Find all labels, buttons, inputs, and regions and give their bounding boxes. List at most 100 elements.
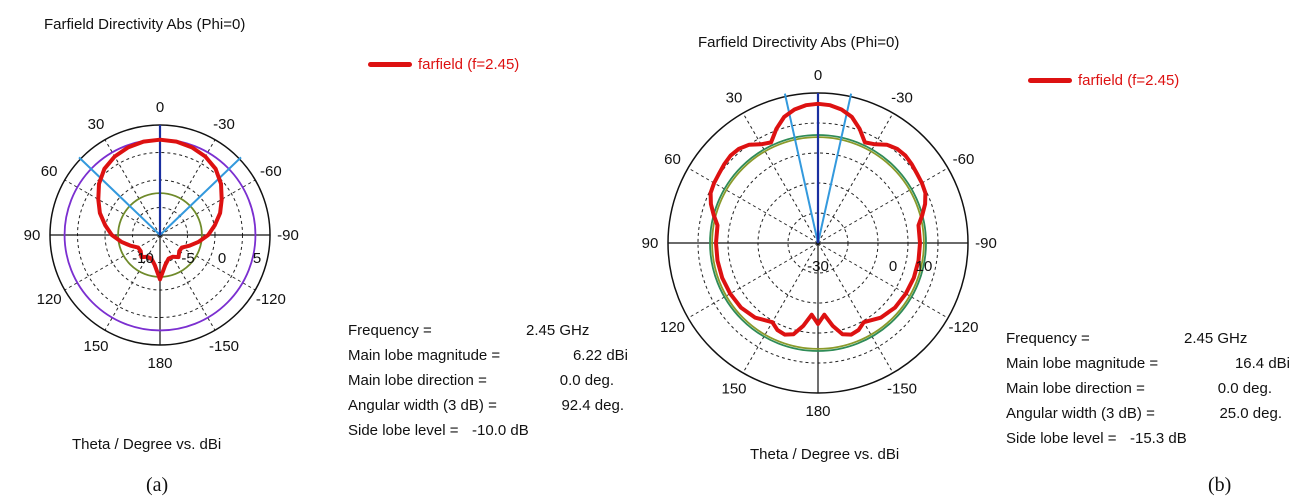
info-value: 16.4 dBi [1234,355,1290,372]
polar-plot: 0 -30 -60 -90 -120 -150 180 150 120 90 60 30 -30 0 10 [642,67,997,420]
grid-spoke [742,112,819,244]
grid-spoke [159,179,256,236]
figure-caption: (b) [1208,474,1232,496]
angle-tick-label: 90 [642,235,659,252]
grid-spoke [104,139,161,236]
grid-spoke [64,179,161,236]
angle-tick-label: -60 [953,151,975,168]
angle-tick-label: 150 [721,380,746,397]
radial-tick-label: 0 [889,258,897,275]
info-value: -10.0 dB [472,422,529,439]
grid-spoke [64,234,161,291]
beamwidth-line [783,93,819,244]
grid-spoke [687,242,819,319]
grid-spoke [742,242,819,374]
series-line [708,101,928,337]
beamwidth-line [159,156,242,236]
chart-panel-a: Farfield Directivity Abs (Phi=0) farfiel… [24,16,628,496]
x-axis-label: Theta / Degree vs. dBi [72,436,222,453]
info-value: 0.0 deg. [559,372,614,389]
angle-tick-label: 120 [37,291,62,308]
info-value: 25.0 deg. [1219,405,1282,422]
angle-tick-label: 150 [83,338,108,355]
angle-tick-label: 60 [41,163,58,180]
grid-spoke [817,167,949,244]
angle-tick-label: -90 [975,235,997,252]
info-row-main-lobe-direction: Main lobe direction = 0.0 deg. [348,368,628,393]
angle-tick-label: 90 [24,227,41,244]
angle-tick-label: 120 [660,319,685,336]
radial-tick-label: -30 [807,258,829,275]
info-row-angular-width: Angular width (3 dB) = 25.0 deg. [1006,401,1290,426]
info-value: 0.0 deg. [1217,380,1272,397]
angle-tick-label: 180 [805,403,830,420]
beamwidth-line [817,93,853,244]
polar-plot: 0 -30 -60 -90 -120 -150 180 150 120 90 60 30 -10 -5 0 5 [24,99,299,372]
beamwidth-line [78,156,161,236]
info-label: Angular width (3 dB) = [348,397,497,414]
info-row-frequency: Frequency = 2.45 GHz [1006,326,1290,351]
angle-tick-label: -60 [260,163,282,180]
info-row-angular-width: Angular width (3 dB) = 92.4 deg. [348,393,628,418]
info-value: 6.22 dBi [572,347,628,364]
radial-tick-label: 10 [916,258,933,275]
info-box: Frequency = 2.45 GHz Main lobe magnitude… [348,318,628,443]
angle-tick-label: -90 [277,227,299,244]
radial-tick-label: 5 [253,250,261,267]
angle-tick-label: -30 [213,116,235,133]
grid-spoke [817,112,894,244]
info-row-main-lobe-direction: Main lobe direction = 0.0 deg. [1006,376,1290,401]
chart-title: Farfield Directivity Abs (Phi=0) [698,34,900,51]
angle-tick-label: -30 [891,90,913,107]
info-row-side-lobe-level: Side lobe level = -15.3 dB [1006,426,1290,451]
legend-label: farfield (f=2.45) [418,56,520,73]
angle-tick-label: -150 [209,338,239,355]
legend: farfield (f=2.45) [1028,72,1179,89]
info-box: Frequency = 2.45 GHz Main lobe magnitude… [1006,326,1290,451]
grid-spoke [104,234,161,331]
legend: farfield (f=2.45) [368,56,519,73]
grid-spoke [817,242,894,374]
info-row-main-lobe-magnitude: Main lobe magnitude = 16.4 dBi [1006,351,1290,376]
info-label: Main lobe direction = [348,372,487,389]
info-label: Side lobe level = [1006,430,1117,447]
angle-tick-label: -120 [256,291,286,308]
legend-swatch [1028,78,1072,83]
info-value: 2.45 GHz [1184,330,1248,347]
info-row-side-lobe-level: Side lobe level = -10.0 dB [348,418,628,443]
x-axis-label: Theta / Degree vs. dBi [750,446,900,463]
angle-tick-label: 0 [156,99,164,116]
angle-tick-label: -120 [948,319,978,336]
angle-tick-label: 0 [814,67,822,84]
grid-spoke [817,242,949,319]
info-label: Main lobe direction = [1006,380,1145,397]
figure-caption: (a) [146,474,169,496]
info-label: Frequency = [1006,330,1090,347]
grid-spoke [687,167,819,244]
angle-tick-label: 30 [726,90,743,107]
info-label: Side lobe level = [348,422,459,439]
info-label: Frequency = [348,322,432,339]
chart-title: Farfield Directivity Abs (Phi=0) [44,16,246,33]
grid-spoke [159,234,256,291]
angle-tick-label: 180 [147,355,172,372]
info-row-main-lobe-magnitude: Main lobe magnitude = 6.22 dBi [348,343,628,368]
info-label: Angular width (3 dB) = [1006,405,1155,422]
info-label: Main lobe magnitude = [348,347,501,364]
radial-tick-label: -10 [132,250,154,267]
info-label: Main lobe magnitude = [1006,355,1159,372]
chart-panel-b: Farfield Directivity Abs (Phi=0) farfiel… [642,0,1304,504]
angle-tick-label: 60 [664,151,681,168]
info-row-frequency: Frequency = 2.45 GHz [348,318,628,343]
radial-tick-label: 0 [218,250,226,267]
info-value: 2.45 GHz [526,322,590,339]
grid-spoke [159,234,216,331]
radial-tick-label: -5 [181,250,194,267]
info-value: -15.3 dB [1130,430,1187,447]
series-line [96,137,224,282]
angle-tick-label: 30 [88,116,105,133]
legend-swatch [368,62,412,67]
info-value: 92.4 deg. [561,397,624,414]
grid-spoke [159,139,216,236]
legend-label: farfield (f=2.45) [1078,72,1180,89]
